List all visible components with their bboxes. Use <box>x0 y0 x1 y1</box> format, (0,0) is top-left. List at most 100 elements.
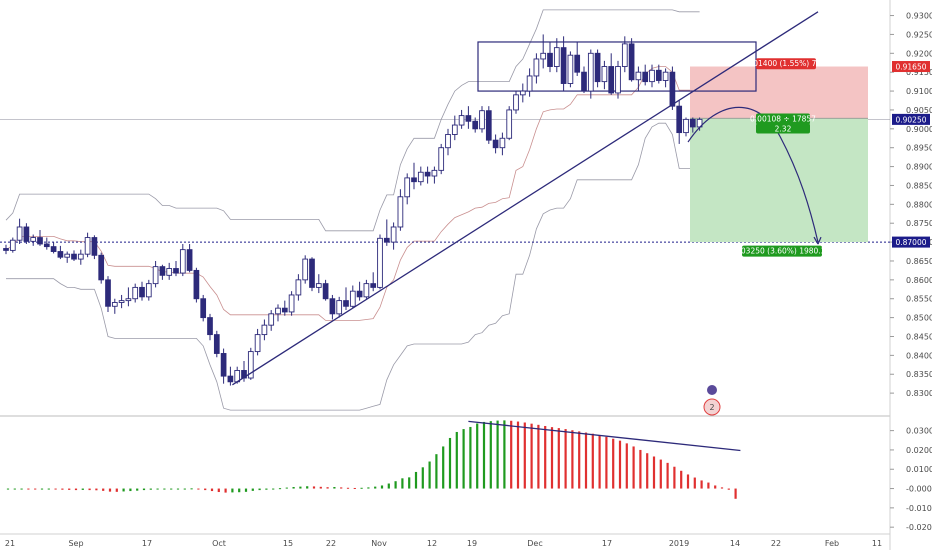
candle-up <box>118 300 125 303</box>
candle-down <box>173 268 179 274</box>
oscillator-bar <box>183 488 186 490</box>
oscillator-bar <box>489 421 492 489</box>
candle-up <box>438 147 445 171</box>
oscillator-bar <box>265 488 268 490</box>
oscillator-bar <box>210 488 214 492</box>
candle-up <box>506 109 513 139</box>
oscillator-bar <box>734 488 737 499</box>
candle-down <box>581 71 587 92</box>
candle-down <box>669 71 676 107</box>
candle-down <box>322 283 329 300</box>
oscillator-bar <box>584 432 588 489</box>
candle-down <box>105 279 111 307</box>
projection-arrow <box>687 106 819 243</box>
current-price-tag-bg <box>892 113 930 125</box>
oscillator-bar <box>544 425 547 489</box>
oscillator-bar <box>6 488 10 490</box>
candle-up <box>567 54 574 84</box>
oscillator-bar <box>598 435 601 489</box>
take-profit-zone <box>690 118 868 243</box>
oscillator-bar <box>727 488 730 490</box>
candle-down <box>356 290 363 298</box>
oscillator-bar <box>74 488 78 491</box>
oscillator-bar <box>496 420 499 489</box>
oscillator-bar <box>231 488 234 493</box>
oscillator-bar <box>312 486 316 489</box>
oscillator-bar <box>340 487 343 489</box>
oscillator-bar <box>47 488 50 490</box>
candle-down <box>200 298 207 319</box>
oscillator-bar <box>170 488 173 490</box>
candle-down <box>50 246 57 252</box>
oscillator-bar <box>408 477 411 489</box>
oscillator-bar <box>686 474 690 489</box>
earnings-icon <box>703 398 721 416</box>
oscillator-bar <box>707 482 710 489</box>
candle-down <box>43 243 50 248</box>
oscillator-bar <box>88 488 91 491</box>
oscillator-bar <box>142 488 146 491</box>
oscillator-bar <box>149 488 152 490</box>
oscillator-bar <box>523 422 526 489</box>
oscillator-bar <box>516 421 520 489</box>
oscillator-bar <box>530 423 533 489</box>
candle-down <box>574 54 581 73</box>
candle-down <box>37 237 43 245</box>
oscillator-bar <box>81 488 84 490</box>
stop-price-tag-bg <box>892 61 930 73</box>
candle-down <box>193 269 200 300</box>
candle-up <box>458 115 465 126</box>
oscillator-bar <box>605 436 608 489</box>
candle-up <box>513 94 519 111</box>
candle-up <box>649 69 655 83</box>
oscillator-bar <box>693 477 696 489</box>
candle-down <box>213 334 220 354</box>
oscillator-bar <box>34 488 37 490</box>
candle-down <box>370 283 377 288</box>
candle-up <box>519 90 526 96</box>
oscillator-bar <box>20 488 23 490</box>
candle-down <box>159 266 166 276</box>
oscillator-bar <box>428 461 431 489</box>
time-tick-label: 19 <box>467 539 477 548</box>
candle-down <box>57 251 64 258</box>
candle-up <box>275 307 281 315</box>
candle-down <box>281 307 288 313</box>
band-middle <box>5 66 700 321</box>
candle-up <box>261 324 268 336</box>
candle-up <box>111 302 118 307</box>
candle-up <box>132 286 139 300</box>
time-tick-label: Sep <box>68 539 83 548</box>
take-profit-label: 0.03250 (3.60%) 1980.35 <box>734 247 831 256</box>
candle-up <box>288 294 295 313</box>
oscillator-bar <box>244 488 248 492</box>
oscillator-bar <box>618 440 622 489</box>
oscillator-bar <box>40 488 44 490</box>
oscillator-bar <box>673 466 676 489</box>
time-tick-label: Oct <box>212 539 226 548</box>
oscillator-bar <box>639 449 642 489</box>
candle-up <box>84 237 91 255</box>
osc-tick-label: 0.0300 <box>906 427 932 436</box>
candle-up <box>526 75 533 92</box>
candle-up <box>377 237 383 288</box>
oscillator-bar <box>108 488 112 492</box>
candle-up <box>30 237 37 242</box>
candle-up <box>390 226 397 243</box>
oscillator-bar <box>720 487 724 489</box>
oscillator-bar <box>27 488 30 490</box>
ascending-trendline <box>232 11 819 386</box>
